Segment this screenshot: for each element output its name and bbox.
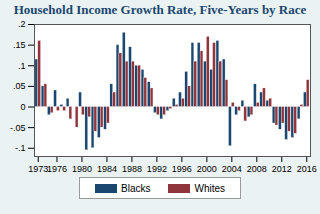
html-text:Whites: Whites [194,182,225,194]
svg-text:.1: .1 [18,61,26,71]
svg-text:2012: 2012 [272,164,292,174]
svg-text:1980: 1980 [72,164,92,174]
svg-text:-.1: -.1 [15,143,26,153]
svg-text:-.05: -.05 [10,123,26,133]
svg-text:.05: .05 [13,81,26,91]
html-text:Household Income Growth Rate,: Household Income Growth Rate, Five-Years… [13,2,307,17]
svg-text:1984: 1984 [97,164,117,174]
svg-text:.2: .2 [18,19,26,29]
svg-text:.15: .15 [13,40,26,50]
svg-text:2000: 2000 [197,164,217,174]
svg-text:1973: 1973 [28,164,48,174]
svg-text:2004: 2004 [222,164,242,174]
svg-text:1996: 1996 [172,164,192,174]
svg-text:1976: 1976 [47,164,67,174]
svg-text:1992: 1992 [147,164,167,174]
svg-text:2016: 2016 [297,164,317,174]
svg-text:2008: 2008 [247,164,267,174]
svg-text:1988: 1988 [122,164,142,174]
html-text:Blacks: Blacks [121,182,151,194]
svg-text:0: 0 [20,102,25,112]
